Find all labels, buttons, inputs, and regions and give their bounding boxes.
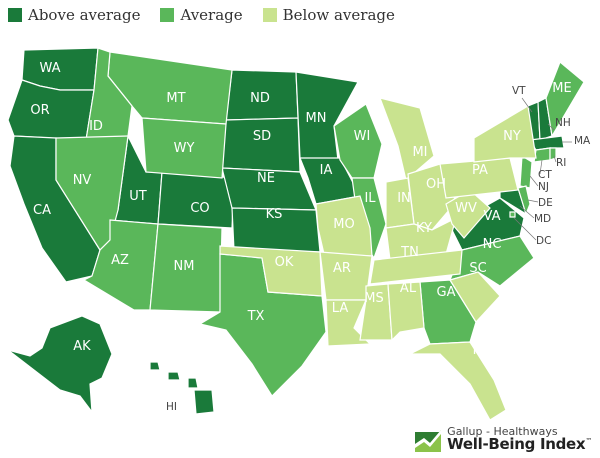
state-ak xyxy=(7,315,113,414)
state-wy xyxy=(141,117,227,179)
state-label-dc: DC xyxy=(536,235,551,247)
state-tn xyxy=(369,249,463,285)
state-label-nd: ND xyxy=(250,91,270,106)
state-label-nm: NM xyxy=(174,259,195,274)
state-fl xyxy=(409,341,507,421)
state-label-tx: TX xyxy=(247,309,265,324)
state-label-sc: SC xyxy=(469,261,486,276)
state-label-ct: CT xyxy=(538,169,552,181)
legend-label-below: Below average xyxy=(282,6,395,24)
state-label-ar: AR xyxy=(333,261,351,276)
callout-line-dc xyxy=(513,217,537,241)
logo-bottom-label: Well-Being Index xyxy=(447,435,586,453)
legend-swatch-below xyxy=(262,8,277,22)
legend-item-average: Average xyxy=(152,6,243,24)
state-sd xyxy=(221,117,301,173)
state-label-mo: MO xyxy=(333,217,354,232)
state-label-nj: NJ xyxy=(538,181,549,193)
legend-item-above: Above average xyxy=(0,6,140,24)
state-label-ak: AK xyxy=(73,339,91,354)
state-label-ne: NE xyxy=(257,171,275,186)
state-label-ca: CA xyxy=(33,203,51,218)
state-label-sd: SD xyxy=(253,129,271,144)
state-label-id: ID xyxy=(89,119,103,134)
state-callouts xyxy=(513,97,572,241)
state-mn xyxy=(295,71,359,161)
legend-swatch-above xyxy=(8,8,22,22)
state-label-wi: WI xyxy=(354,129,371,144)
logo-trademark: ™ xyxy=(585,437,592,445)
state-label-mt: MT xyxy=(166,91,185,106)
state-label-ky: KY xyxy=(416,221,432,236)
logo-bottom-text: Well-Being Index™ xyxy=(447,437,592,452)
state-label-de: DE xyxy=(538,197,553,209)
logo-top-text: Gallup - Healthways xyxy=(447,425,558,438)
state-label-nh: NH xyxy=(555,117,571,129)
state-label-nv: NV xyxy=(73,173,92,188)
state-label-in: IN xyxy=(397,191,411,206)
state-label-mi: MI xyxy=(412,145,427,160)
state-hi xyxy=(149,361,215,415)
state-label-wv: WV xyxy=(455,201,477,216)
state-label-ny: NY xyxy=(503,129,521,144)
state-label-ks: KS xyxy=(266,207,283,222)
callout-line-ct xyxy=(539,159,543,175)
callout-line-nh xyxy=(547,123,555,131)
state-label-me: ME xyxy=(552,81,571,96)
state-co xyxy=(157,171,235,229)
state-label-oh: OH xyxy=(426,177,446,192)
state-label-vt: VT xyxy=(512,85,526,97)
state-label-ms: MS xyxy=(364,291,383,306)
state-label-la: LA xyxy=(332,301,349,316)
state-label-tn: TN xyxy=(400,245,419,260)
state-label-or: OR xyxy=(30,103,49,118)
state-label-nc: NC xyxy=(483,237,502,252)
state-label-md: MD xyxy=(534,213,551,225)
callout-line-de xyxy=(527,199,539,203)
state-al xyxy=(387,281,425,342)
state-label-pa: PA xyxy=(472,163,488,178)
state-ny xyxy=(473,105,537,163)
state-label-ok: OK xyxy=(275,255,294,270)
state-me xyxy=(545,61,585,138)
state-ms xyxy=(359,283,393,341)
state-label-fl: FL xyxy=(473,343,488,358)
state-label-co: CO xyxy=(190,201,209,216)
state-mi xyxy=(379,97,435,182)
gallup-logo: Gallup - Healthways Well-Being Index™ xyxy=(415,426,592,452)
state-ct xyxy=(533,147,551,163)
callout-line-md xyxy=(519,205,535,219)
state-label-wa: WA xyxy=(39,61,60,76)
legend-label-above: Above average xyxy=(28,6,141,24)
legend: Above average Average Below average xyxy=(0,4,407,26)
state-label-ut: UT xyxy=(129,189,147,204)
callout-line-vt xyxy=(521,97,533,113)
state-nj xyxy=(519,154,533,189)
legend-item-below: Below average xyxy=(255,6,395,24)
state-label-il: IL xyxy=(364,191,376,206)
state-label-az: AZ xyxy=(111,253,129,268)
callout-line-nj xyxy=(529,175,539,187)
callout-line-ri xyxy=(553,155,557,163)
state-id xyxy=(85,47,133,141)
state-label-ga: GA xyxy=(437,285,456,300)
state-sc xyxy=(449,271,501,323)
state-label-ma: MA xyxy=(574,135,591,147)
state-label-hi: HI xyxy=(166,401,177,413)
logo-mark-icon xyxy=(415,430,442,452)
state-label-mn: MN xyxy=(306,111,327,126)
state-label-wy: WY xyxy=(174,141,195,156)
state-label-va: VA xyxy=(484,209,501,224)
state-label-ri: RI xyxy=(556,157,566,169)
state-label-ia: IA xyxy=(320,163,333,178)
legend-label-average: Average xyxy=(180,6,243,24)
state-de xyxy=(517,185,531,216)
state-label-al: AL xyxy=(400,281,417,296)
state-dc xyxy=(509,211,516,218)
legend-swatch-average xyxy=(160,8,175,22)
state-shapes xyxy=(7,47,585,421)
